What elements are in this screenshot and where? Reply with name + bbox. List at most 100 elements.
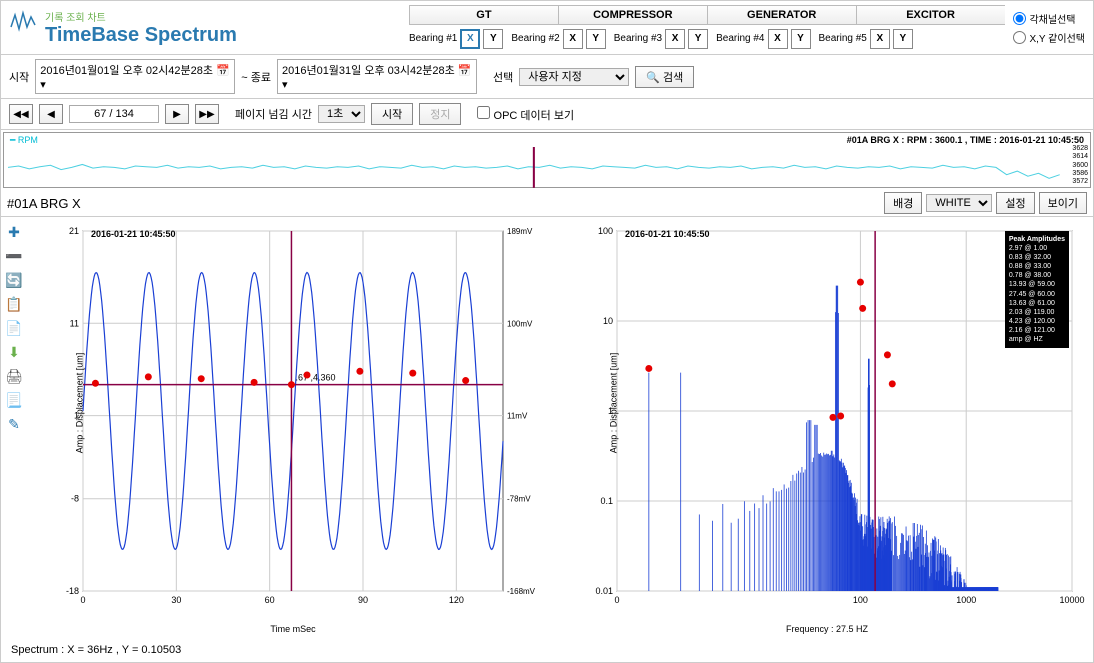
svg-text:11: 11 bbox=[70, 318, 79, 328]
svg-text:0: 0 bbox=[80, 595, 85, 605]
waveform-timestamp: 2016-01-21 10:45:50 bbox=[91, 229, 176, 239]
header: 기록 조회 차트 TimeBase Spectrum GTCOMPRESSORG… bbox=[1, 1, 1093, 55]
doc-icon[interactable]: 📃 bbox=[5, 391, 23, 409]
subtitle: 기록 조회 차트 bbox=[45, 9, 237, 24]
spectrum-timestamp: 2016-01-21 10:45:50 bbox=[625, 229, 710, 239]
radio-each-channel[interactable]: 각채널선택 bbox=[1013, 11, 1085, 26]
bearing-group-4: Bearing #4 XY bbox=[716, 29, 810, 49]
footer-status: Spectrum : X = 36Hz , Y = 0.10503 bbox=[1, 638, 1093, 662]
bearing-label: Bearing #3 bbox=[614, 33, 662, 44]
stop-button[interactable]: 정지 bbox=[419, 103, 461, 125]
bearing-x-button[interactable]: X bbox=[460, 29, 480, 49]
svg-text:189mV: 189mV bbox=[507, 227, 533, 236]
start-label: 시작 bbox=[9, 69, 29, 85]
waveform-chart[interactable]: Amp : Displacement [um] 2016-01-21 10:45… bbox=[31, 221, 555, 634]
radio-xy-together[interactable]: X,Y 같이선택 bbox=[1013, 30, 1085, 45]
bearing-group-3: Bearing #3XY bbox=[614, 29, 708, 49]
app-window: 기록 조회 차트 TimeBase Spectrum GTCOMPRESSORG… bbox=[0, 0, 1094, 663]
paste-icon[interactable]: 📄 bbox=[5, 319, 23, 337]
app-title: TimeBase Spectrum bbox=[45, 24, 237, 47]
add-icon[interactable]: ✚ bbox=[5, 223, 23, 241]
bearing-y-button[interactable]: Y bbox=[893, 29, 913, 49]
spectrum-y-label: Amp : Displacement [um] bbox=[608, 352, 618, 453]
bearing-label: Bearing #1 bbox=[409, 33, 457, 44]
sync-icon[interactable]: 🔄 bbox=[5, 271, 23, 289]
bearing-y-button[interactable]: Y bbox=[483, 29, 503, 49]
component-tabs: GTCOMPRESSORGENERATOREXCITOR bbox=[409, 5, 1005, 25]
settings-button[interactable]: 설정 bbox=[996, 192, 1034, 214]
rpm-trend-strip: ━ RPM #01A BRG X : RPM : 3600.1 , TIME :… bbox=[3, 132, 1091, 188]
start-date-input[interactable]: 2016년01월01일 오후 02시42분28초 📅▾ bbox=[35, 59, 235, 94]
peak-amplitudes-box: Peak Amplitudes2.97 @ 1.000.83 @ 32.000.… bbox=[1005, 231, 1069, 348]
end-label: ~ 종료 bbox=[241, 69, 271, 85]
print-icon[interactable]: 🖨 bbox=[5, 367, 23, 385]
svg-text:100mV: 100mV bbox=[507, 319, 533, 328]
background-select[interactable]: WHITE bbox=[926, 194, 992, 212]
bearing-x-button[interactable]: X bbox=[665, 29, 685, 49]
tab-compressor[interactable]: COMPRESSOR bbox=[559, 6, 708, 24]
logo-icon bbox=[9, 9, 39, 39]
svg-text:-78mV: -78mV bbox=[507, 495, 531, 504]
bearing-label: Bearing #4 bbox=[716, 33, 764, 44]
select-label: 선택 bbox=[493, 69, 513, 85]
rpm-info-text: #01A BRG X : RPM : 3600.1 , TIME : 2016-… bbox=[847, 135, 1084, 145]
tab-excitor[interactable]: EXCITOR bbox=[857, 6, 1005, 24]
last-page-button[interactable]: ▶▶ bbox=[195, 104, 219, 124]
play-button[interactable]: 시작 bbox=[371, 103, 413, 125]
search-button[interactable]: 🔍 검색 bbox=[635, 66, 694, 88]
svg-text:-8: -8 bbox=[71, 494, 79, 504]
spectrum-x-label: Frequency : 27.5 HZ bbox=[565, 624, 1089, 634]
rpm-chart[interactable] bbox=[8, 147, 1060, 188]
range-select[interactable]: 사용자 지정 bbox=[519, 68, 629, 86]
bearing-label: Bearing #5 bbox=[819, 33, 867, 44]
bearing-y-button[interactable]: Y bbox=[688, 29, 708, 49]
waveform-y-label: Amp : Displacement [um] bbox=[74, 352, 84, 453]
rpm-legend: ━ RPM bbox=[10, 135, 38, 146]
show-button[interactable]: 보이기 bbox=[1039, 192, 1087, 214]
background-label-button[interactable]: 배경 bbox=[884, 192, 922, 214]
svg-text:.67 ,4.360: .67 ,4.360 bbox=[295, 373, 335, 383]
svg-text:90: 90 bbox=[358, 595, 368, 605]
svg-text:30: 30 bbox=[171, 595, 181, 605]
tab-gt[interactable]: GT bbox=[410, 6, 559, 24]
svg-text:11mV: 11mV bbox=[507, 412, 528, 421]
svg-text:120: 120 bbox=[449, 595, 464, 605]
main-area: ✚ ➖ 🔄 📋 📄 ⬇ 🖨 📃 ✎ Amp : Displacement [um] 2016-0… bbox=[1, 217, 1093, 638]
end-date-input[interactable]: 2016년01월31일 오후 03시42분28초 📅▾ bbox=[277, 59, 477, 94]
copy-icon[interactable]: 📋 bbox=[5, 295, 23, 313]
spectrum-chart[interactable]: Amp : Displacement [um] 2016-01-21 10:45… bbox=[565, 221, 1089, 634]
svg-text:0.01: 0.01 bbox=[595, 586, 613, 596]
bearing-group-2: Bearing #2XY bbox=[511, 29, 605, 49]
channel-bar: #01A BRG X 배경 WHITE 설정 보이기 bbox=[1, 190, 1093, 217]
bearing-row: Bearing #1XYBearing #2XYBearing #3XYBear… bbox=[409, 27, 1005, 51]
remove-icon[interactable]: ➖ bbox=[5, 247, 23, 265]
bearing-x-button[interactable]: X bbox=[870, 29, 890, 49]
svg-text:21: 21 bbox=[69, 226, 79, 236]
prev-page-button[interactable]: ◀ bbox=[39, 104, 63, 124]
tab-generator[interactable]: GENERATOR bbox=[708, 6, 857, 24]
bearing-y-button[interactable]: Y bbox=[586, 29, 606, 49]
edit-icon[interactable]: ✎ bbox=[5, 415, 23, 433]
svg-text:10: 10 bbox=[603, 316, 613, 326]
page-turn-label: 페이지 넘김 시간 bbox=[235, 106, 312, 122]
svg-text:-18: -18 bbox=[66, 586, 79, 596]
svg-text:1000: 1000 bbox=[956, 595, 976, 605]
bearing-x-button[interactable]: X bbox=[768, 29, 788, 49]
side-toolbar: ✚ ➖ 🔄 📋 📄 ⬇ 🖨 📃 ✎ bbox=[1, 217, 27, 638]
bearing-x-button[interactable]: X bbox=[563, 29, 583, 49]
logo-area: 기록 조회 차트 TimeBase Spectrum bbox=[9, 9, 409, 47]
first-page-button[interactable]: ◀◀ bbox=[9, 104, 33, 124]
bearing-y-button[interactable]: Y bbox=[791, 29, 811, 49]
bearing-group-5: Bearing #5XY bbox=[819, 29, 913, 49]
svg-text:0: 0 bbox=[614, 595, 619, 605]
svg-text:60: 60 bbox=[265, 595, 275, 605]
channel-select-mode: 각채널선택 X,Y 같이선택 bbox=[1005, 11, 1085, 45]
download-icon[interactable]: ⬇ bbox=[5, 343, 23, 361]
next-page-button[interactable]: ▶ bbox=[165, 104, 189, 124]
opc-checkbox[interactable]: OPC 데이터 보기 bbox=[477, 106, 574, 123]
svg-text:-168mV: -168mV bbox=[507, 587, 536, 596]
svg-text:100: 100 bbox=[598, 226, 613, 236]
search-bar: 시작 2016년01월01일 오후 02시42분28초 📅▾ ~ 종료 2016… bbox=[1, 55, 1093, 99]
svg-text:0.1: 0.1 bbox=[600, 496, 613, 506]
interval-select[interactable]: 1초 bbox=[318, 105, 365, 123]
